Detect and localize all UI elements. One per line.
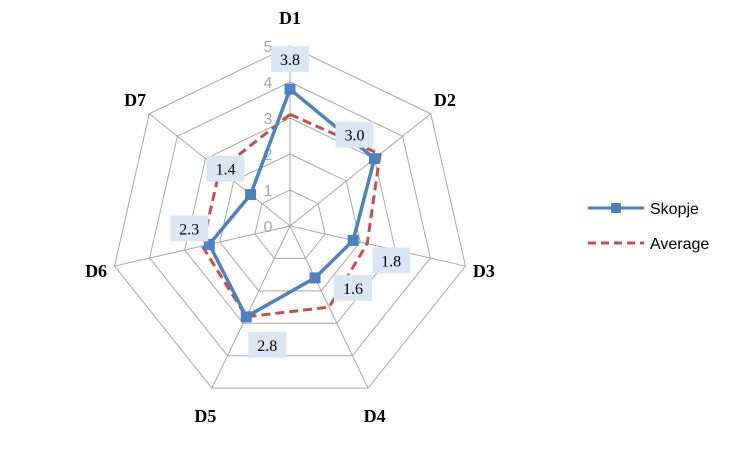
axis-label-D1: D1 bbox=[279, 8, 301, 28]
axis-label-D4: D4 bbox=[364, 406, 386, 426]
data-labels: 3.8 3.0 1.8 1.6 2.8 2.3 1.4 bbox=[170, 46, 411, 358]
series-line-skopje bbox=[207, 87, 377, 319]
series-layer bbox=[200, 83, 382, 323]
data-label-box bbox=[170, 215, 209, 242]
data-label-box bbox=[372, 247, 411, 274]
axis-label-D7: D7 bbox=[124, 90, 146, 110]
data-label-value: 1.6 bbox=[343, 281, 363, 298]
gridline-ring-4 bbox=[149, 81, 431, 357]
spoke-D2 bbox=[289, 113, 432, 227]
data-label-box bbox=[248, 331, 287, 358]
axis-label-D5: D5 bbox=[194, 406, 216, 426]
data-label-D3: 1.8 bbox=[372, 247, 411, 274]
axis-label-D2: D2 bbox=[434, 90, 456, 110]
axis-label-D6: D6 bbox=[85, 261, 107, 281]
legend-swatch-marker bbox=[611, 203, 621, 213]
data-point-skopje-D2 bbox=[368, 153, 380, 165]
axis-label-D3: D3 bbox=[473, 261, 495, 281]
data-point-skopje-D4 bbox=[309, 272, 321, 284]
data-label-value: 1.8 bbox=[381, 253, 401, 270]
data-label-value: 1.4 bbox=[216, 162, 236, 179]
legend-item-skopje: Skopje bbox=[588, 201, 699, 218]
spoke-D3 bbox=[289, 225, 466, 267]
tick-label-2: 2 bbox=[264, 147, 273, 164]
data-label-value: 3.8 bbox=[280, 52, 300, 69]
data-label-D1: 3.8 bbox=[271, 46, 309, 73]
tick-label-1: 1 bbox=[264, 183, 273, 200]
data-label-value: 2.8 bbox=[257, 338, 277, 355]
data-label-D4: 1.6 bbox=[333, 274, 372, 301]
data-label-box bbox=[271, 46, 309, 73]
gridline-ring-5 bbox=[113, 45, 467, 389]
legend: Skopje Average bbox=[588, 201, 709, 253]
data-point-skopje-D1 bbox=[284, 83, 296, 95]
data-label-box bbox=[206, 155, 245, 182]
spoke-D5 bbox=[211, 225, 291, 389]
legend-item-average: Average bbox=[588, 236, 709, 253]
data-label-box bbox=[335, 121, 374, 148]
spoke-D6 bbox=[114, 225, 291, 267]
series-line-average bbox=[200, 112, 382, 319]
axis-labels: D1 D2 D3 D4 D5 D6 D7 bbox=[85, 8, 495, 426]
data-point-skopje-D5 bbox=[240, 311, 252, 323]
data-label-box bbox=[333, 274, 372, 301]
data-point-skopje-D7 bbox=[245, 189, 257, 201]
data-label-D2: 3.0 bbox=[335, 121, 374, 148]
tick-labels: 0 1 2 3 4 5 bbox=[264, 39, 273, 236]
spoke-D4 bbox=[289, 225, 369, 389]
tick-label-4: 4 bbox=[264, 75, 273, 92]
grid-layer bbox=[113, 45, 467, 389]
data-label-D6: 2.3 bbox=[170, 215, 209, 242]
gridline-ring-1 bbox=[254, 189, 326, 259]
tick-label-0: 0 bbox=[264, 219, 273, 236]
data-point-skopje-D6 bbox=[203, 238, 215, 250]
tick-label-5: 5 bbox=[264, 39, 273, 56]
tick-label-3: 3 bbox=[264, 111, 273, 128]
data-label-D5: 2.8 bbox=[248, 331, 287, 358]
legend-label: Skopje bbox=[650, 201, 699, 218]
legend-label: Average bbox=[650, 236, 709, 253]
data-label-value: 2.3 bbox=[179, 221, 199, 238]
data-label-value: 3.0 bbox=[344, 128, 364, 145]
data-label-D7: 1.4 bbox=[206, 155, 245, 182]
data-point-skopje-D3 bbox=[347, 234, 359, 246]
